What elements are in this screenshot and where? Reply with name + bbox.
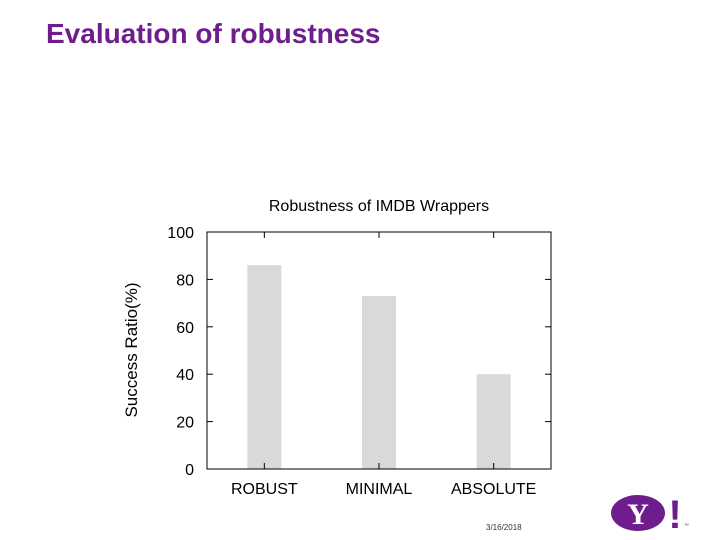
x-tick-label: ROBUST bbox=[231, 481, 298, 498]
yahoo-logo-letter: Y bbox=[627, 498, 649, 531]
bar-minimal bbox=[362, 295, 396, 469]
x-tick-label: MINIMAL bbox=[346, 481, 413, 498]
yahoo-logo: Y ! ™ bbox=[611, 493, 689, 532]
y-tick-label: 40 bbox=[176, 367, 194, 384]
y-tick-label: 80 bbox=[176, 272, 194, 289]
ticks-group: ROBUST MINIMAL ABSOLUTE 0 20 40 60 80 100 bbox=[167, 225, 551, 498]
plot-frame bbox=[206, 231, 552, 470]
bar-robust bbox=[247, 265, 282, 469]
chart-title: Robustness of IMDB Wrappers bbox=[269, 198, 489, 215]
yahoo-logo-trademark: ™ bbox=[684, 523, 689, 529]
y-axis-label: Success Ratio(%) bbox=[122, 282, 141, 417]
y-tick-label: 20 bbox=[176, 415, 194, 432]
footer-date: 3/16/2018 bbox=[486, 523, 522, 532]
yahoo-logo-badge bbox=[611, 495, 665, 531]
y-tick-label: 60 bbox=[176, 320, 194, 337]
bar-absolute bbox=[476, 374, 511, 469]
x-tick-label: ABSOLUTE bbox=[451, 481, 536, 498]
y-tick-label: 0 bbox=[185, 462, 194, 479]
y-tick-label: 100 bbox=[167, 225, 194, 242]
yahoo-logo-exclamation: ! bbox=[668, 493, 681, 532]
bars-group bbox=[247, 265, 511, 469]
slide-title: Evaluation of robustness bbox=[46, 18, 381, 49]
